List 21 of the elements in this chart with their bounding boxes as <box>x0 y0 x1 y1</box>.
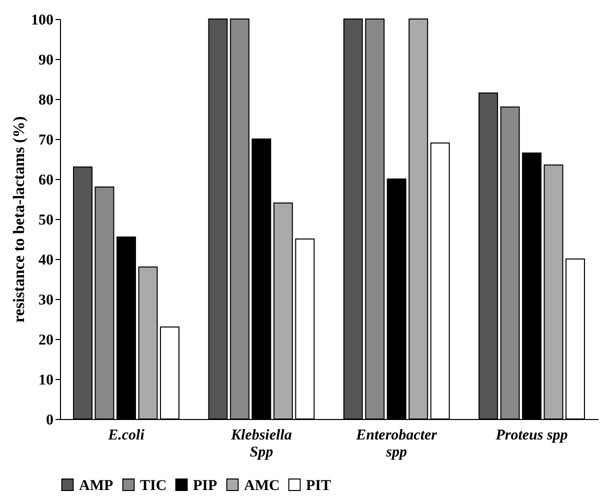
x-tick-label: E.coli <box>107 428 146 444</box>
legend-label: PIT <box>306 478 332 494</box>
y-tick-label: 90 <box>38 52 54 68</box>
y-tick-label: 80 <box>38 92 54 108</box>
legend-label: TIC <box>140 478 167 494</box>
legend-label: AMC <box>244 478 280 494</box>
y-tick-label: 30 <box>38 292 54 308</box>
x-tick-label: Enterobacter spp <box>355 428 438 460</box>
y-tick-label: 60 <box>38 172 54 188</box>
y-tick-label: 50 <box>38 212 54 228</box>
y-tick-label: 0 <box>46 412 54 428</box>
y-tick-label: 20 <box>38 332 54 348</box>
x-tick-label: Proteus spp <box>496 428 568 444</box>
legend-label: AMP <box>79 478 114 494</box>
x-tick-label: Klebsiella Spp <box>230 428 292 460</box>
y-tick-label: 100 <box>31 12 54 28</box>
y-tick-label: 10 <box>38 372 54 388</box>
y-tick-label: 40 <box>38 252 54 268</box>
y-axis-title: resistance to beta-lactams (%) <box>11 116 28 323</box>
legend-label: PIP <box>193 478 218 494</box>
y-tick-label: 70 <box>38 132 54 148</box>
